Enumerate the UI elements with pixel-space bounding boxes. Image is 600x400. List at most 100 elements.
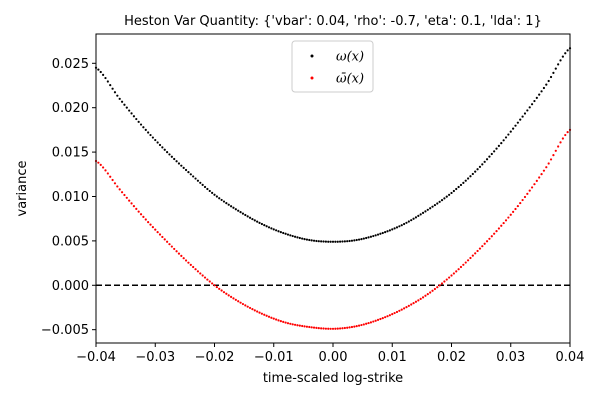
- data-point: [241, 302, 245, 306]
- data-point: [215, 285, 218, 289]
- data-point: [158, 233, 162, 236]
- data-point: [405, 221, 408, 224]
- data-point: [334, 240, 337, 243]
- data-point: [317, 240, 320, 243]
- data-point: [507, 216, 510, 219]
- data-point: [429, 207, 432, 210]
- data-point: [559, 141, 562, 144]
- data-point: [229, 295, 233, 298]
- data-point: [334, 327, 337, 330]
- data-point: [232, 206, 235, 209]
- data-point: [116, 185, 119, 188]
- data-point: [260, 312, 263, 315]
- data-point: [218, 287, 221, 290]
- data-point: [512, 127, 515, 130]
- data-point: [248, 306, 252, 310]
- data-point: [528, 106, 531, 109]
- data-point: [161, 235, 164, 239]
- data-point: [248, 216, 252, 219]
- data-point: [192, 265, 195, 269]
- data-point: [398, 309, 401, 312]
- data-point: [329, 327, 332, 330]
- data-point: [293, 323, 297, 326]
- data-point: [419, 213, 422, 216]
- legend-label-omega: ω(x): [336, 50, 364, 65]
- data-point: [239, 301, 242, 304]
- data-point: [443, 280, 446, 283]
- data-point: [509, 130, 512, 133]
- data-point: [343, 326, 346, 330]
- data-point: [403, 307, 406, 310]
- data-point: [125, 196, 128, 199]
- data-point: [462, 263, 465, 266]
- data-point: [272, 228, 275, 231]
- data-point: [341, 327, 344, 330]
- data-point: [315, 326, 318, 329]
- x-tick-label: 0.03: [496, 350, 525, 365]
- data-point: [135, 207, 138, 210]
- data-point: [301, 237, 304, 240]
- data-point: [305, 238, 309, 241]
- data-point: [554, 67, 557, 70]
- data-point: [296, 324, 299, 327]
- data-point: [253, 309, 256, 312]
- data-point: [258, 221, 261, 224]
- data-point: [201, 183, 204, 186]
- data-point: [445, 195, 448, 198]
- data-point: [417, 299, 420, 302]
- data-point: [414, 300, 418, 303]
- data-point: [144, 218, 147, 221]
- data-point: [113, 91, 117, 94]
- data-point: [180, 254, 183, 257]
- data-point: [189, 263, 192, 266]
- data-point: [393, 311, 396, 315]
- data-point: [374, 234, 377, 237]
- data-point: [391, 228, 394, 231]
- data-point: [203, 185, 207, 189]
- data-point: [180, 164, 183, 167]
- data-point: [526, 192, 529, 195]
- data-point: [246, 215, 249, 218]
- data-point: [455, 187, 458, 191]
- data-point: [298, 236, 301, 240]
- legend: ω(x) ω̄(x): [291, 40, 374, 93]
- data-point: [97, 68, 100, 71]
- data-point: [156, 230, 159, 234]
- data-point: [327, 327, 330, 330]
- data-point: [270, 316, 273, 319]
- data-point: [106, 80, 109, 83]
- data-point: [381, 317, 384, 320]
- x-tick-label: 0.00: [319, 350, 348, 365]
- data-point: [339, 240, 342, 243]
- x-axis-title: time-scaled log-strike: [263, 371, 403, 386]
- data-point: [530, 103, 534, 106]
- data-point: [357, 324, 361, 327]
- data-point: [471, 172, 474, 176]
- data-point: [336, 240, 339, 243]
- data-point: [312, 326, 316, 329]
- data-point: [497, 227, 500, 230]
- data-point: [244, 213, 247, 217]
- data-point: [163, 148, 166, 151]
- data-point: [355, 238, 358, 242]
- data-point: [395, 226, 399, 229]
- data-point: [426, 293, 429, 296]
- data-point: [386, 315, 389, 318]
- data-point: [476, 168, 479, 171]
- data-point: [305, 325, 309, 328]
- y-tick-label: 0.005: [52, 234, 89, 249]
- data-point: [253, 219, 256, 222]
- data-point: [369, 321, 373, 324]
- data-point: [431, 205, 434, 208]
- data-point: [478, 247, 482, 250]
- data-point: [123, 193, 126, 197]
- data-point: [149, 133, 152, 137]
- data-point: [547, 79, 550, 83]
- data-point: [485, 158, 489, 161]
- data-point: [410, 303, 413, 306]
- data-point: [139, 123, 143, 126]
- data-point: [170, 155, 173, 158]
- data-point: [405, 306, 408, 309]
- data-point: [493, 150, 496, 153]
